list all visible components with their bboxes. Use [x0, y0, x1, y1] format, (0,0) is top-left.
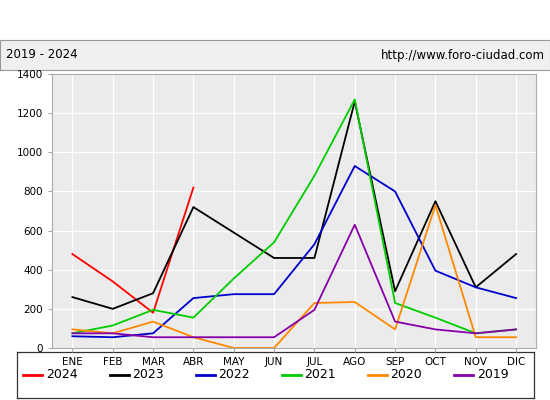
- Text: 2022: 2022: [218, 368, 250, 382]
- Text: 2023: 2023: [132, 368, 163, 382]
- Text: 2024: 2024: [46, 368, 78, 382]
- Text: 2019 - 2024: 2019 - 2024: [6, 48, 77, 62]
- Text: Evolucion Nº Turistas Nacionales en el municipio de Quintana y Congosto: Evolucion Nº Turistas Nacionales en el m…: [6, 12, 544, 28]
- Text: http://www.foro-ciudad.com: http://www.foro-ciudad.com: [381, 48, 544, 62]
- Text: 2021: 2021: [304, 368, 336, 382]
- Text: 2019: 2019: [477, 368, 508, 382]
- Text: 2020: 2020: [390, 368, 422, 382]
